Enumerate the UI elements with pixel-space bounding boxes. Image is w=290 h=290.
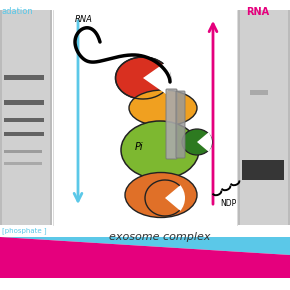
Wedge shape — [143, 62, 171, 94]
Text: adation: adation — [1, 7, 33, 16]
Ellipse shape — [182, 129, 212, 155]
Text: Pi: Pi — [135, 142, 144, 152]
FancyBboxPatch shape — [176, 91, 185, 158]
Text: [phosphate ]: [phosphate ] — [2, 227, 47, 234]
Bar — [240, 10, 288, 225]
FancyBboxPatch shape — [166, 89, 177, 159]
Bar — [4, 132, 44, 136]
Bar — [4, 150, 42, 153]
Bar — [250, 90, 268, 95]
Bar — [4, 162, 42, 165]
Ellipse shape — [115, 57, 171, 99]
Text: exosome complex: exosome complex — [109, 232, 211, 242]
Ellipse shape — [129, 90, 197, 126]
Bar — [4, 100, 44, 105]
Ellipse shape — [121, 121, 199, 179]
Ellipse shape — [125, 173, 197, 218]
Bar — [4, 118, 44, 122]
Text: RNA: RNA — [246, 7, 269, 17]
Text: NDP: NDP — [220, 199, 236, 208]
Bar — [238, 10, 290, 225]
Polygon shape — [0, 237, 290, 278]
Bar — [4, 75, 44, 80]
Bar — [242, 160, 284, 180]
Wedge shape — [165, 185, 185, 211]
Bar — [2, 10, 50, 225]
Bar — [0, 10, 52, 225]
Wedge shape — [197, 132, 212, 152]
Text: RNA: RNA — [75, 15, 93, 24]
Polygon shape — [0, 237, 290, 255]
